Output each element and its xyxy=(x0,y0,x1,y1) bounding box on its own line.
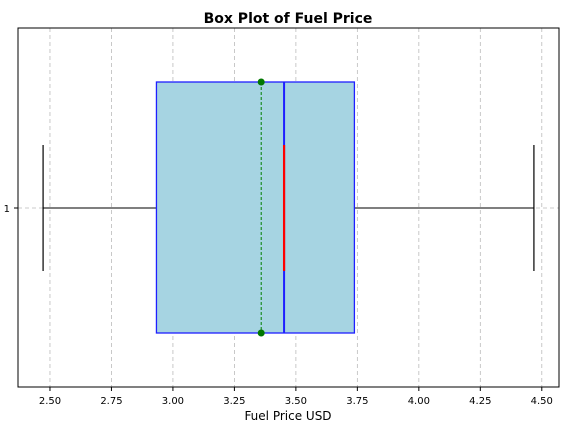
x-axis-label: Fuel Price USD xyxy=(244,409,331,423)
iqr-box xyxy=(155,81,356,334)
x-tick-label: 3.25 xyxy=(223,396,245,407)
y-tick-label: 1 xyxy=(4,204,10,215)
axis-ticks: 2.50 2.75 3.00 3.25 3.50 3.75 4.00 4.25 4.50 1 xyxy=(4,204,553,407)
chart-title: Box Plot of Fuel Price xyxy=(204,11,373,27)
x-tick-label: 4.25 xyxy=(469,396,491,407)
mean-marker-top xyxy=(257,78,265,86)
plot-area xyxy=(42,78,535,337)
x-tick-label: 4.00 xyxy=(408,396,430,407)
x-tick-label: 3.75 xyxy=(346,396,368,407)
mean-marker-bottom xyxy=(257,329,265,337)
x-tick-label: 3.00 xyxy=(162,396,184,407)
x-tick-label: 2.50 xyxy=(39,396,61,407)
x-tick-label: 3.50 xyxy=(285,396,307,407)
x-tick-label: 2.75 xyxy=(100,396,122,407)
x-tick-label: 4.50 xyxy=(531,396,553,407)
